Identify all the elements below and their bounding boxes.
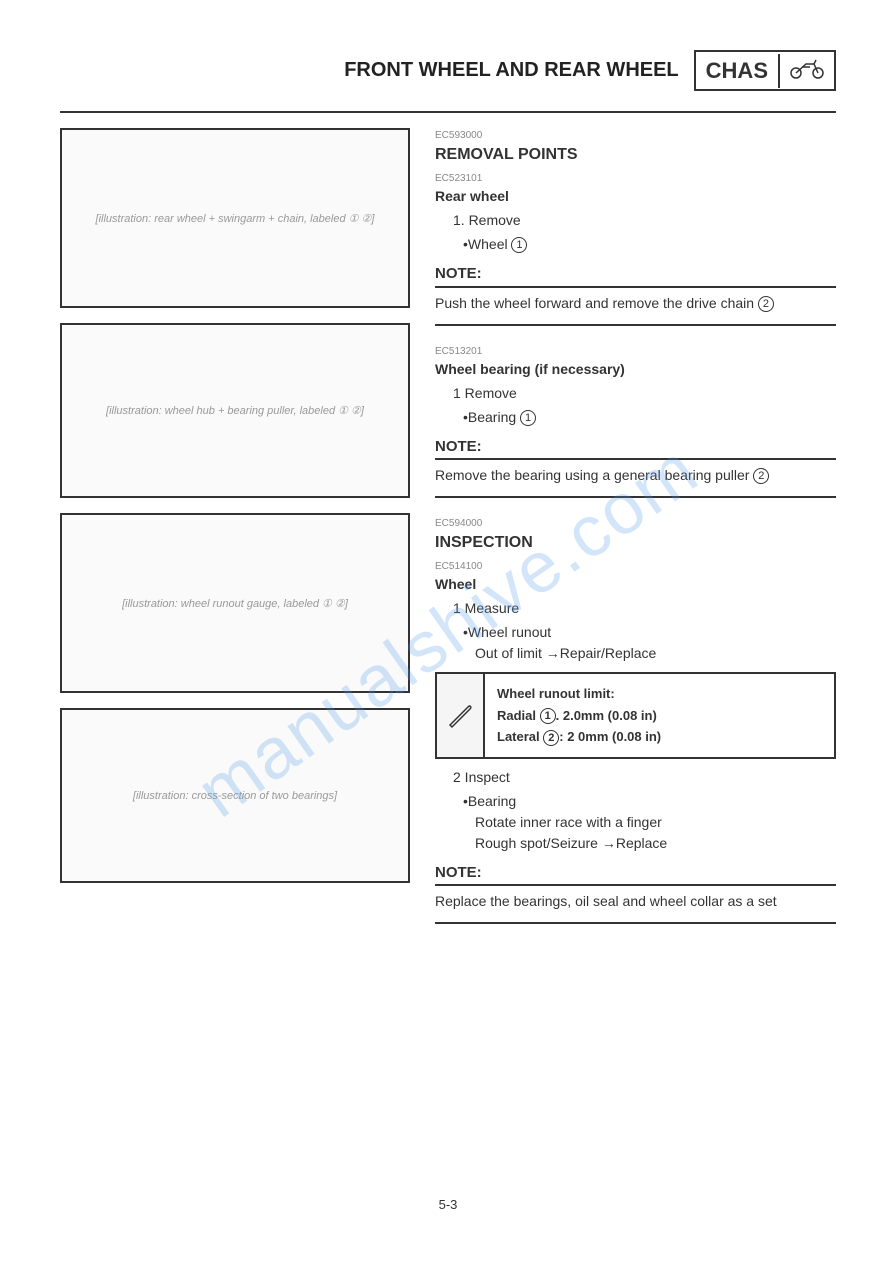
ec-code: EC514100 [435,559,836,574]
spec-line: Radial 1. 2.0mm (0.08 in) [497,706,661,726]
sub-text: Rough spot/Seizure →Replace [435,833,836,854]
chas-badge: CHAS [694,50,836,91]
section-rule [435,324,836,326]
ec-code: EC513201 [435,344,836,359]
bullet-item: •Bearing 1 [435,407,836,428]
circled-number: 1 [511,237,527,253]
page-header: FRONT WHEEL AND REAR WHEEL CHAS [60,50,836,91]
figure-3: [illustration: wheel runout gauge, label… [60,513,410,693]
spec-value: : 2 0mm (0.08 in) [559,729,661,744]
circled-number: 1 [520,410,536,426]
subsection-title: Wheel bearing (if necessary) [435,359,836,380]
circled-number: 1 [540,708,556,724]
note-label: NOTE: [435,862,485,887]
sub-text: Out of limit →Repair/Replace [435,643,836,664]
section-rule [435,922,836,924]
ec-code: EC523101 [435,171,836,186]
note-text: Remove the bearing using a general beari… [435,465,836,486]
spec-label: Lateral [497,729,540,744]
spec-label: Radial [497,708,536,723]
circled-number: 2 [753,468,769,484]
note-rule [485,884,836,886]
figure-1: [illustration: rear wheel + swingarm + c… [60,128,410,308]
note-label: NOTE: [435,436,485,461]
ec-code: EC593000 [435,128,836,143]
circled-number: 2 [543,730,559,746]
note-row: NOTE: [435,436,836,461]
text-column: EC593000 REMOVAL POINTS EC523101 Rear wh… [435,128,836,939]
chas-label: CHAS [696,54,780,88]
figures-column: [illustration: rear wheel + swingarm + c… [60,128,410,939]
section-title: INSPECTION [435,531,836,555]
spec-value: . 2.0mm (0.08 in) [556,708,657,723]
step: 1. Remove [435,210,836,231]
note-text-content: Push the wheel forward and remove the dr… [435,295,754,311]
note-label: NOTE: [435,263,485,288]
motorcycle-icon [780,52,834,89]
note-row: NOTE: [435,862,836,887]
spec-line: Lateral 2: 2 0mm (0.08 in) [497,727,661,747]
bullet-item: •Wheel runout [435,622,836,643]
page-title: FRONT WHEEL AND REAR WHEEL [344,59,678,82]
spec-title: Wheel runout limit: [497,684,661,704]
subsection-title: Wheel [435,574,836,595]
bullet-item: •Bearing [435,791,836,812]
bullet-text: •Wheel [463,236,508,252]
subsection-title: Rear wheel [435,186,836,207]
figure-4: [illustration: cross-section of two bear… [60,708,410,883]
main-content: [illustration: rear wheel + swingarm + c… [60,128,836,939]
note-rule [485,458,836,460]
note-rule [485,286,836,288]
step: 2 Inspect [435,767,836,788]
ec-code: EC594000 [435,516,836,531]
section-rule [435,496,836,498]
spec-content: Wheel runout limit: Radial 1. 2.0mm (0.0… [485,674,673,757]
step: 1 Remove [435,383,836,404]
step: 1 Measure [435,598,836,619]
figure-2: [illustration: wheel hub + bearing pulle… [60,323,410,498]
bullet-text: •Bearing [463,409,516,425]
note-text: Replace the bearings, oil seal and wheel… [435,891,836,912]
note-row: NOTE: [435,263,836,288]
section-title: REMOVAL POINTS [435,143,836,167]
sub-text: Rotate inner race with a finger [435,812,836,833]
bullet-item: •Wheel 1 [435,234,836,255]
page-number: 5-3 [439,1197,458,1212]
wrench-icon [437,674,485,757]
circled-number: 2 [758,296,774,312]
spec-box: Wheel runout limit: Radial 1. 2.0mm (0.0… [435,672,836,759]
note-text: Push the wheel forward and remove the dr… [435,293,836,314]
note-text-content: Remove the bearing using a general beari… [435,467,749,483]
header-rule [60,111,836,113]
